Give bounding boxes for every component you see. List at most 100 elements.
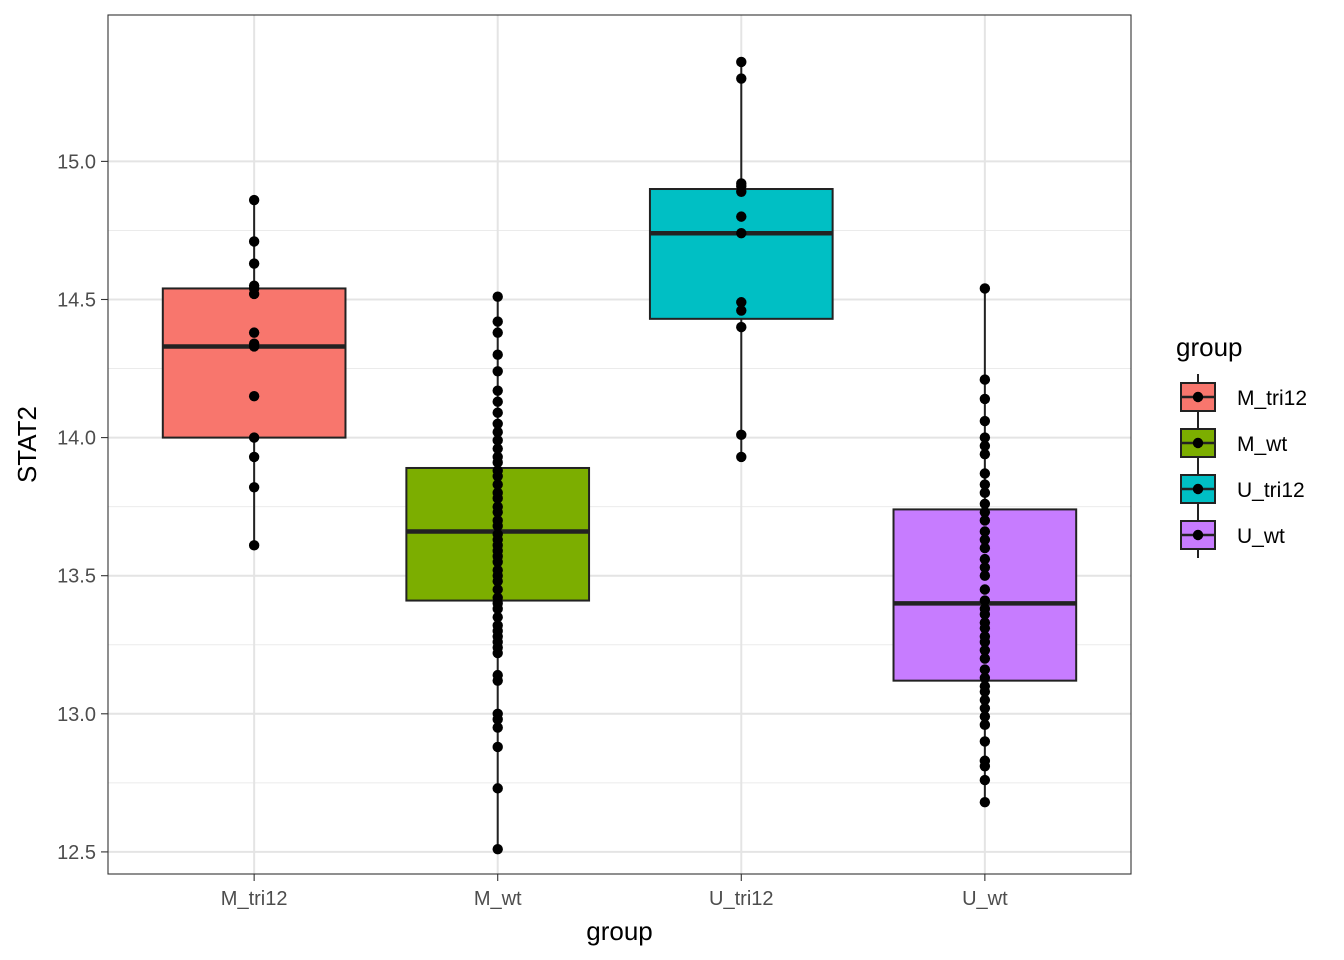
plot-panel-border	[107, 14, 1132, 875]
data-point	[979, 440, 991, 452]
data-point	[736, 429, 747, 441]
point-layer	[248, 56, 991, 855]
data-point	[248, 280, 260, 291]
data-point	[979, 479, 991, 490]
data-point	[492, 487, 503, 499]
data-point	[492, 451, 503, 463]
data-point	[492, 783, 503, 794]
legend-label: M_tri12	[1237, 387, 1307, 410]
data-point	[492, 722, 503, 733]
data-point	[248, 432, 260, 443]
x-axis-title: group	[586, 916, 653, 946]
data-point	[979, 415, 991, 427]
data-point	[248, 258, 260, 269]
data-point	[492, 515, 503, 526]
y-axis-ticks: 12.5 13.0 13.5 14.0 14.5 15.0	[57, 151, 108, 864]
data-point	[979, 755, 991, 766]
data-point	[736, 56, 747, 68]
data-point	[979, 631, 991, 642]
legend-label: U_wt	[1237, 525, 1285, 548]
data-point	[492, 611, 503, 623]
data-point	[492, 479, 503, 490]
data-point	[248, 236, 260, 247]
data-point	[248, 390, 260, 402]
data-point	[492, 669, 503, 681]
data-point	[979, 703, 991, 714]
data-point	[736, 321, 747, 333]
data-point	[979, 645, 991, 656]
data-point	[979, 498, 991, 510]
data-point	[492, 349, 503, 360]
data-point	[979, 595, 991, 606]
data-point	[979, 468, 991, 479]
data-point	[492, 564, 503, 576]
y-tick-label: 13.5	[57, 566, 96, 588]
data-point	[492, 843, 503, 855]
y-tick-label: 12.5	[57, 842, 96, 864]
legend-title: group	[1176, 332, 1243, 362]
data-point	[979, 393, 991, 405]
data-point	[979, 672, 991, 684]
data-point	[979, 534, 991, 545]
data-point	[492, 465, 503, 476]
data-point	[979, 664, 991, 675]
data-point	[492, 291, 503, 302]
data-point	[492, 366, 503, 377]
data-point	[736, 297, 747, 308]
data-point	[248, 540, 260, 551]
legend-key-U_tri12: U_tri12	[1180, 466, 1305, 512]
data-point	[979, 603, 991, 615]
data-point	[492, 435, 503, 446]
data-point	[492, 708, 503, 720]
legend-key-U_wt: U_wt	[1180, 512, 1285, 558]
data-point	[492, 584, 503, 595]
legend-key-point	[1192, 437, 1204, 449]
data-point	[736, 178, 747, 189]
data-point	[979, 570, 991, 581]
data-point	[248, 338, 260, 349]
data-point	[492, 407, 503, 418]
y-tick-label: 15.0	[57, 151, 96, 173]
data-point	[979, 562, 991, 573]
y-tick-label: 14.0	[57, 428, 96, 450]
data-point	[736, 211, 747, 222]
data-point	[979, 774, 991, 786]
plot-panel-background	[108, 15, 1131, 874]
legend-key-point	[1192, 529, 1204, 541]
y-tick-label: 14.5	[57, 289, 96, 311]
legend-key-M_wt: M_wt	[1180, 420, 1287, 466]
data-point	[979, 584, 991, 595]
data-point	[979, 506, 991, 518]
legend: group M_tri12 M_wt U_tri12 U_wt	[1176, 332, 1307, 558]
data-point	[492, 529, 503, 540]
data-point	[736, 305, 747, 316]
data-point	[492, 426, 503, 438]
data-point	[492, 501, 503, 512]
data-point	[736, 73, 747, 84]
data-point	[979, 526, 991, 537]
x-tick-label: U_tri12	[709, 888, 773, 910]
data-point	[979, 542, 991, 554]
data-point	[248, 327, 260, 338]
data-point	[979, 374, 991, 385]
data-point	[248, 482, 260, 493]
data-point	[492, 741, 503, 753]
y-axis-title: STAT2	[12, 406, 42, 483]
data-point	[492, 316, 503, 327]
legend-keys: M_tri12 M_wt U_tri12 U_wt	[1180, 374, 1307, 558]
legend-label: M_wt	[1237, 433, 1287, 456]
data-point	[492, 418, 503, 429]
legend-key-point	[1192, 391, 1204, 403]
data-point	[979, 736, 991, 747]
x-tick-label: M_tri12	[221, 888, 288, 910]
data-point	[248, 194, 260, 206]
box-body	[161, 287, 347, 439]
legend-key-point	[1192, 483, 1204, 495]
data-point	[979, 796, 991, 808]
data-point	[492, 620, 503, 631]
legend-key-M_tri12: M_tri12	[1180, 374, 1307, 420]
data-point	[736, 228, 747, 239]
data-point	[979, 283, 991, 294]
data-point	[979, 680, 991, 692]
